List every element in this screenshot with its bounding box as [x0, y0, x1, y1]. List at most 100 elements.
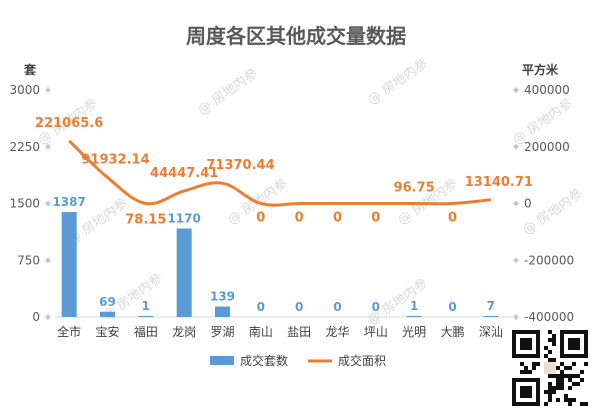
left-tick-label: 3000: [9, 83, 40, 97]
qr-module: [552, 338, 556, 342]
bar-value-label: 7: [487, 299, 495, 313]
qr-module: [560, 374, 564, 378]
qr-module: [576, 338, 580, 342]
qr-module: [572, 382, 576, 386]
category-label: 光明: [402, 325, 426, 339]
area-line-path: [68, 139, 491, 207]
line-value-label: 96.75: [394, 180, 435, 195]
qr-module: [524, 390, 528, 394]
qr-module: [532, 378, 536, 382]
right-tick-marker: [513, 87, 519, 93]
qr-module: [548, 382, 552, 386]
legend-bar-label: 成交套数: [240, 353, 288, 368]
qr-module: [524, 402, 528, 406]
bar-福田: [138, 316, 154, 317]
bar-data-labels: 1387 69 1 1170 139 0 0 0 0 1 0 7: [52, 195, 495, 314]
qr-module: [572, 374, 576, 378]
qr-module: [560, 342, 564, 346]
bar-深汕: [483, 316, 499, 317]
category-label: 罗湖: [210, 324, 234, 339]
qr-module: [512, 350, 516, 354]
category-label: 南山: [249, 324, 273, 339]
qr-module: [528, 390, 532, 394]
qr-module: [512, 394, 516, 398]
line-value-label: 44447.41: [150, 166, 218, 181]
qr-module: [560, 350, 564, 354]
right-tick-label: 0: [524, 197, 532, 211]
qr-module: [536, 398, 540, 402]
qr-module: [528, 394, 532, 398]
qr-module: [584, 330, 588, 334]
category-labels: 全市 宝安 福田 龙岗 罗湖 南山 盐田 龙华 坪山 光明 大鹏 深汕: [57, 324, 503, 339]
qr-module: [520, 378, 524, 382]
qr-module: [536, 330, 540, 334]
qr-module: [528, 370, 532, 374]
qr-module: [560, 370, 564, 374]
right-tick-label: 200000: [524, 140, 570, 154]
qr-module: [536, 394, 540, 398]
line-value-label: 78.15: [125, 212, 166, 227]
qr-module: [568, 354, 572, 358]
qr-module: [568, 378, 572, 382]
bar-value-label: 0: [372, 300, 380, 314]
qr-module: [584, 350, 588, 354]
qr-module: [536, 382, 540, 386]
qr-module: [552, 386, 556, 390]
qr-module: [568, 346, 572, 350]
line-value-label: 0: [333, 211, 342, 226]
qr-module: [512, 334, 516, 338]
qr-module: [568, 374, 572, 378]
qr-module: [556, 366, 560, 370]
bar-value-label: 1170: [167, 211, 200, 225]
bar-series: [61, 212, 499, 317]
legend-line-label: 成交面积: [338, 353, 386, 368]
qr-module: [520, 342, 524, 346]
qr-module: [556, 386, 560, 390]
qr-module: [512, 346, 516, 350]
qr-module: [536, 350, 540, 354]
left-axis-unit: 套: [23, 62, 37, 77]
watermark-text: @ 房地内参: [195, 65, 261, 118]
qr-module: [524, 370, 528, 374]
qr-module: [576, 330, 580, 334]
qr-module: [548, 338, 552, 342]
line-value-label: 221065.6: [35, 116, 103, 131]
bar-value-label: 139: [210, 289, 235, 303]
bar-罗湖: [215, 306, 230, 317]
right-tick-marker: [513, 314, 519, 320]
category-label: 龙华: [325, 325, 349, 339]
qr-module: [524, 346, 528, 350]
bar-光明: [406, 316, 422, 317]
qr-module: [520, 330, 524, 334]
qr-module: [548, 394, 552, 398]
qr-module: [576, 346, 580, 350]
qr-module: [528, 338, 532, 342]
qr-logo: [544, 362, 556, 374]
line-value-label: 71370.44: [206, 158, 274, 173]
qr-module: [516, 378, 520, 382]
qr-module: [528, 346, 532, 350]
left-tick-marker: [45, 200, 51, 207]
qr-module: [560, 386, 564, 390]
qr-module: [572, 354, 576, 358]
watermark-text: @ 房地内参: [365, 55, 431, 108]
qr-module: [584, 362, 588, 366]
qr-module: [548, 386, 552, 390]
qr-module: [536, 402, 540, 406]
qr-module: [584, 354, 588, 358]
line-value-label: 91932.14: [81, 152, 149, 167]
qr-module: [564, 366, 568, 370]
qr-module: [584, 402, 588, 406]
category-label: 龙岗: [172, 325, 196, 339]
qr-module: [572, 342, 576, 346]
qr-module: [516, 330, 520, 334]
qr-module: [536, 378, 540, 382]
category-label: 福田: [134, 324, 158, 339]
left-tick-marker: [45, 87, 51, 93]
qr-module: [528, 354, 532, 358]
qr-module: [552, 390, 556, 394]
qr-module: [528, 330, 532, 334]
bar-宝安: [100, 311, 115, 317]
qr-module: [568, 386, 572, 390]
